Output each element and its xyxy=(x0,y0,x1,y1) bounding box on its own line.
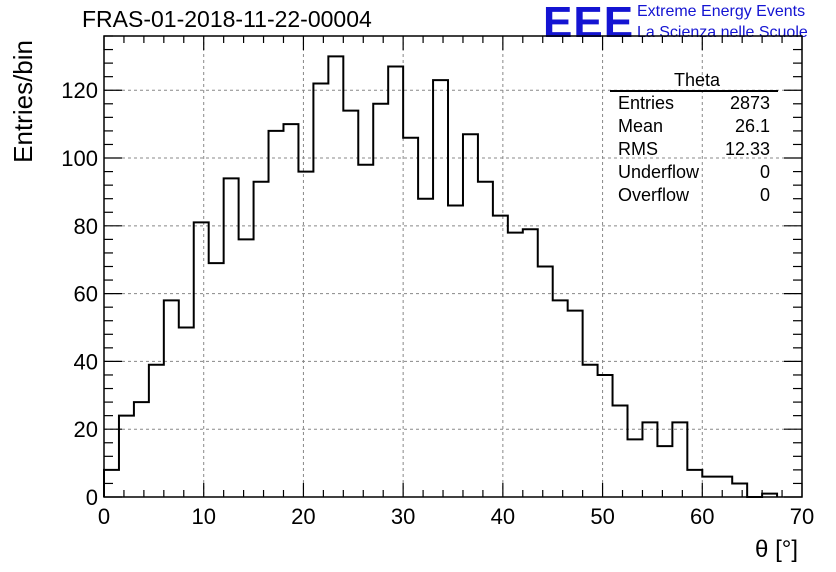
eee-logo: EEE xyxy=(543,0,635,47)
y-tick-label: 100 xyxy=(61,146,98,171)
y-tick-label: 20 xyxy=(74,417,98,442)
stats-value: 26.1 xyxy=(734,116,770,136)
chart-title: FRAS-01-2018-11-22-00004 xyxy=(82,6,372,32)
y-tick-label: 80 xyxy=(74,214,98,239)
stats-row-rms: RMS 12.33 xyxy=(610,138,778,161)
x-axis-label: θ [°] xyxy=(755,536,798,563)
stats-row-mean: Mean 26.1 xyxy=(610,115,778,138)
x-tick-label: 40 xyxy=(491,504,515,529)
histogram-series-line xyxy=(103,55,779,498)
stats-row-underflow: Underflow 0 xyxy=(610,161,778,184)
stats-title: Theta xyxy=(610,70,778,92)
stats-value: 0 xyxy=(759,162,770,182)
stats-label: Mean xyxy=(618,116,664,136)
y-axis-label: Entries/bin xyxy=(8,40,38,163)
y-tick-label: 0 xyxy=(86,485,98,510)
stats-value: 2873 xyxy=(729,93,770,113)
stats-value: 0 xyxy=(759,185,770,205)
y-tick-label: 60 xyxy=(74,282,98,307)
stats-value: 12.33 xyxy=(724,139,770,159)
x-tick-label: 70 xyxy=(790,504,814,529)
x-tick-label: 10 xyxy=(191,504,215,529)
stats-row-entries: Entries 2873 xyxy=(610,92,778,115)
x-tick-label: 50 xyxy=(590,504,614,529)
x-tick-label: 0 xyxy=(98,504,110,529)
stats-box: Theta Entries 2873 Mean 26.1 RMS 12.33 Unde… xyxy=(610,70,778,207)
logo-tagline-1: Extreme Energy Events xyxy=(637,3,806,20)
stats-label: Entries xyxy=(618,93,675,113)
x-tick-label: 30 xyxy=(391,504,415,529)
stats-label: Underflow xyxy=(618,162,700,182)
y-tick-label: 40 xyxy=(74,349,98,374)
stats-row-overflow: Overflow 0 xyxy=(610,184,778,207)
x-tick-label: 60 xyxy=(690,504,714,529)
stats-label: RMS xyxy=(618,139,658,159)
x-tick-label: 20 xyxy=(291,504,315,529)
y-tick-label: 120 xyxy=(61,78,98,103)
stats-label: Overflow xyxy=(618,185,690,205)
